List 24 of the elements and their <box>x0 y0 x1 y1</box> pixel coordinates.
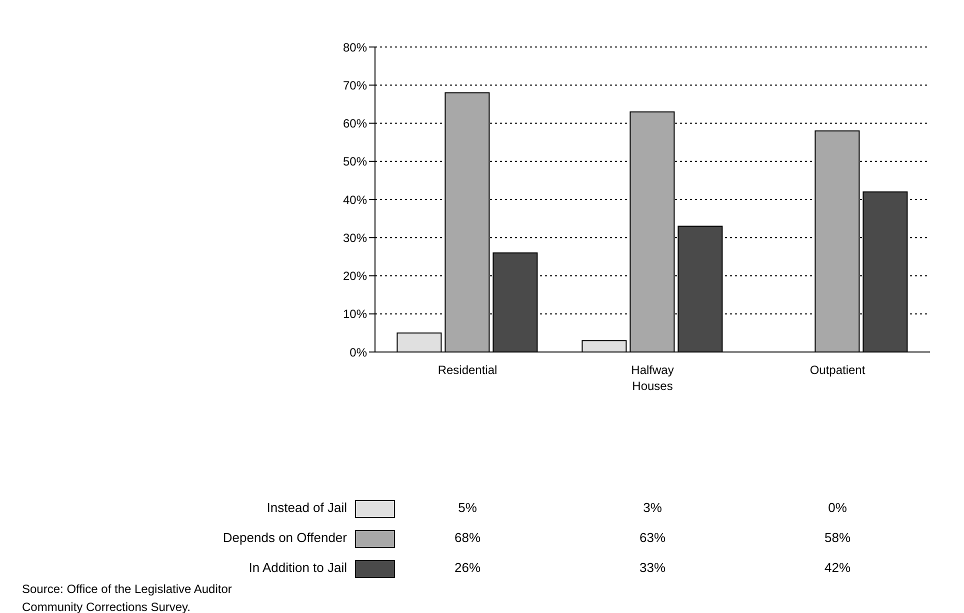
x-tick-label: Residential <box>438 363 498 377</box>
legend-label: In Addition to Jail <box>248 560 347 575</box>
data-label: 5% <box>457 500 478 515</box>
legend-label: Depends on Offender <box>222 530 347 545</box>
legend-label: Instead of Jail <box>266 500 347 515</box>
x-tick-label: Halfway Houses <box>631 363 674 393</box>
y-tick-label: 20% <box>342 269 368 284</box>
y-tick-label: 50% <box>342 154 368 169</box>
x-tick-label: Outpatient <box>810 363 866 377</box>
data-label: 68% <box>453 530 482 545</box>
y-tick-label: 60% <box>342 116 368 131</box>
y-tick-label: 70% <box>342 78 368 92</box>
data-label: 0% <box>827 500 848 515</box>
y-tick-label: 30% <box>342 230 368 245</box>
data-label: 33% <box>638 560 667 575</box>
data-label: 26% <box>453 560 482 575</box>
y-tick-label: 40% <box>342 192 368 207</box>
data-label: 3% <box>642 500 663 515</box>
data-label: 63% <box>638 530 667 545</box>
data-label: 58% <box>823 530 852 545</box>
y-tick-label: 0% <box>350 345 368 360</box>
data-label: 42% <box>823 560 852 575</box>
y-tick-label: 80% <box>342 40 368 54</box>
y-tick-label: 10% <box>342 307 368 322</box>
